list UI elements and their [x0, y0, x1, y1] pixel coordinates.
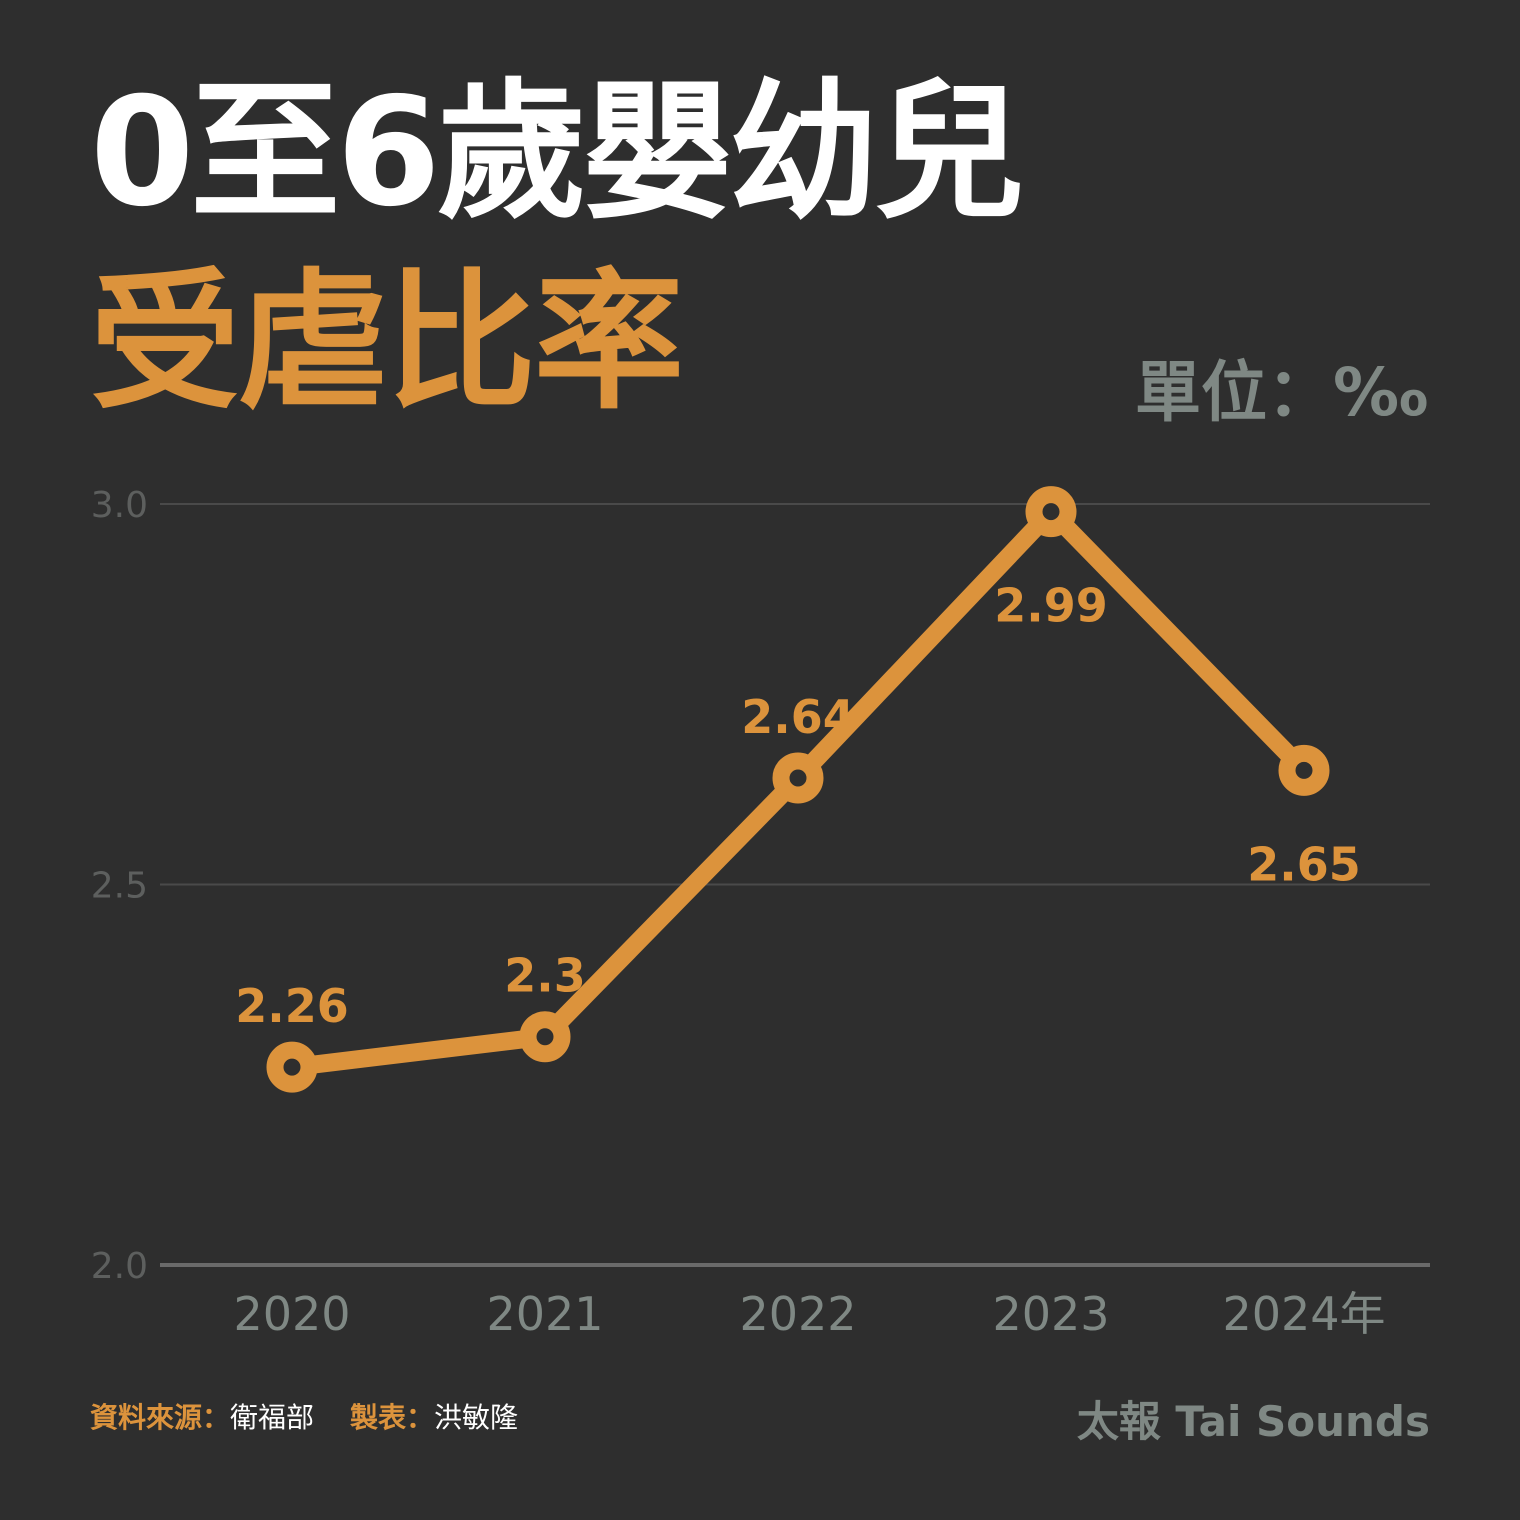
y-tick-label: 3.0: [91, 485, 148, 526]
chart-title-line2: 受虐比率: [90, 256, 684, 430]
x-axis-ticks: 2020 2021 2022 2023 2024年: [233, 1287, 1385, 1341]
x-tick-label: 2022: [739, 1287, 856, 1341]
data-label: 2.3: [504, 949, 586, 1003]
x-tick-label: 2020: [233, 1287, 350, 1341]
unit-label: 單位：‰: [1134, 354, 1428, 431]
x-tick-label: 2024年: [1222, 1287, 1385, 1341]
x-tick-label: 2023: [992, 1287, 1109, 1341]
y-tick-label: 2.0: [91, 1246, 148, 1287]
y-tick-label: 2.5: [91, 866, 148, 907]
data-label: 2.26: [235, 979, 349, 1033]
data-label: 2.64: [741, 690, 855, 744]
data-point-marker: [1025, 486, 1077, 538]
source-value: 衛福部: [230, 1401, 315, 1434]
footer-credits: 資料來源：衛福部 製表：洪敏隆: [90, 1396, 518, 1436]
data-label: 2.99: [994, 579, 1108, 633]
x-tick-label: 2021: [486, 1287, 603, 1341]
data-labels: 2.26 2.3 2.64 2.99 2.65: [235, 579, 1361, 1034]
data-point-marker: [1278, 744, 1330, 796]
data-label: 2.65: [1247, 837, 1361, 891]
maker-value: 洪敏隆: [434, 1401, 519, 1434]
chart-title-line1: 0至6歲嬰幼兒: [90, 66, 1025, 240]
data-point-marker: [266, 1041, 318, 1093]
data-point-marker: [772, 752, 824, 804]
y-axis-ticks: 2.0 2.5 3.0: [91, 485, 148, 1287]
data-points: [266, 486, 1330, 1093]
brand-logo-text: 太報 Tai Sounds: [1076, 1397, 1430, 1446]
gridlines: [160, 503, 1430, 1267]
maker-label: 製表：: [350, 1401, 435, 1434]
source-label: 資料來源：: [90, 1401, 231, 1434]
data-point-marker: [519, 1011, 571, 1063]
